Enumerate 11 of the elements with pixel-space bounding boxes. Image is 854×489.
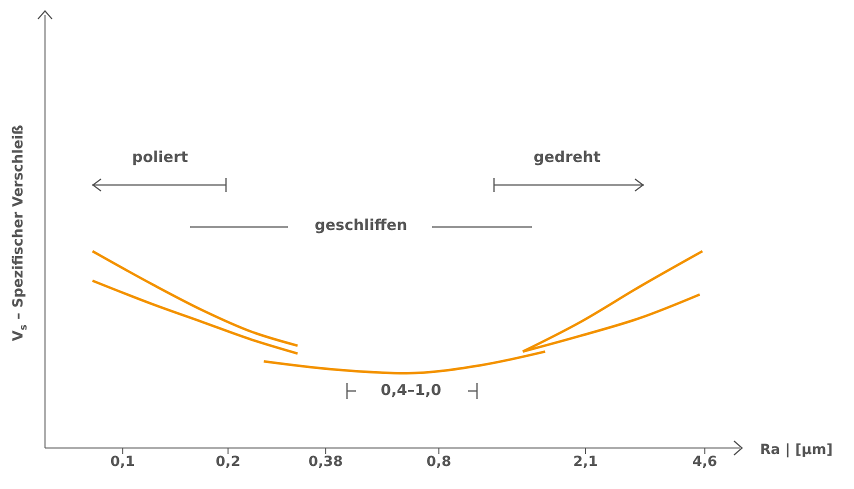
text: gedreht bbox=[533, 148, 601, 166]
text: poliert bbox=[132, 148, 188, 166]
x-tick-label: 4,6 bbox=[692, 454, 718, 470]
x-tick-label: 0,1 bbox=[110, 454, 136, 470]
x-tick-label: 0,2 bbox=[216, 454, 240, 470]
x-tick-label: 0,38 bbox=[308, 454, 343, 470]
text: geschliffen bbox=[314, 216, 408, 234]
x-tick-label: 0,8 bbox=[426, 454, 452, 470]
annotation: 0,4–1,0 bbox=[380, 381, 442, 399]
x-tick-label: 2,1 bbox=[573, 454, 598, 470]
x-axis-title: Ra | [µm] bbox=[760, 442, 833, 458]
